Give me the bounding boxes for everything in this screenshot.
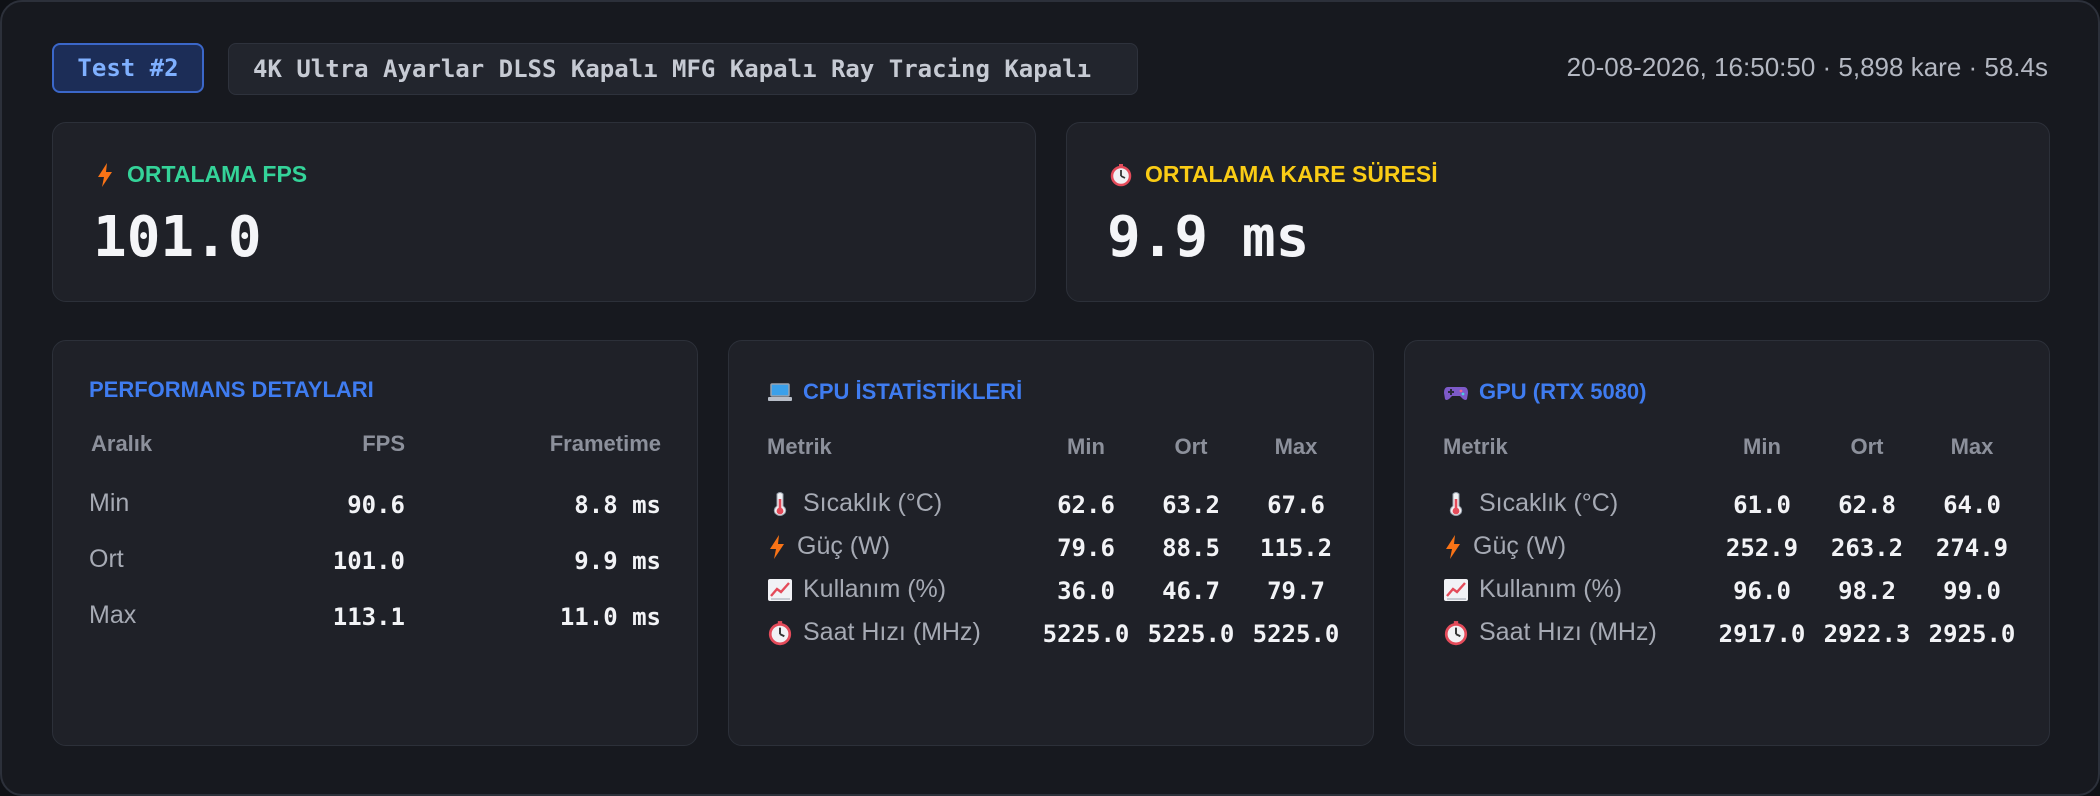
avg-fps-label: ORTALAMA FPS xyxy=(127,161,308,187)
gpu-col-metric: Metrik xyxy=(1443,434,1508,459)
avg-frametime-value: 9.9 ms xyxy=(1107,205,1310,270)
gpu-row-0-avg: 62.8 xyxy=(1838,491,1896,519)
cpu-row-2-min: 36.0 xyxy=(1057,577,1115,605)
gpu-row-2-min: 96.0 xyxy=(1733,577,1791,605)
avg-fps-header: ORTALAMA FPS xyxy=(95,161,307,188)
perf-row-avg-fps: 101.0 xyxy=(332,547,405,575)
gamepad-icon xyxy=(1444,387,1468,400)
gpu-row-0-metric: Sıcaklık (°C) xyxy=(1479,489,1619,517)
cpu-title-row: CPU İSTATİSTİKLERİ xyxy=(767,379,1022,405)
gpu-row-2-max: 99.0 xyxy=(1943,577,2001,605)
avg-frametime-card: ORTALAMA KARE SÜRESİ 9.9 ms xyxy=(1066,122,2050,302)
settings-text: 4K Ultra Ayarlar DLSS Kapalı MFG Kapalı … xyxy=(253,55,1092,83)
chart-up-icon xyxy=(1443,577,1469,603)
cpu-col-max: Max xyxy=(1274,434,1318,459)
avg-fps-value: 101.0 xyxy=(93,205,262,270)
cpu-panel: CPU İSTATİSTİKLERİ Metrik Min Ort Max Sı… xyxy=(728,340,1374,746)
cpu-row-2-max: 79.7 xyxy=(1267,577,1325,605)
chart-up-icon xyxy=(767,577,793,603)
thermometer-icon xyxy=(1443,491,1469,517)
gpu-row-0-min: 61.0 xyxy=(1733,491,1791,519)
cpu-title: CPU İSTATİSTİKLERİ xyxy=(803,379,1023,404)
gpu-row-2-avg: 98.2 xyxy=(1838,577,1896,605)
gpu-row-2-metric: Kullanım (%) xyxy=(1479,575,1623,603)
avg-frametime-header: ORTALAMA KARE SÜRESİ xyxy=(1109,161,1438,188)
gpu-row-3-max: 2925.0 xyxy=(1928,620,2016,648)
performance-title: PERFORMANS DETAYLARI xyxy=(89,377,374,402)
performance-panel: PERFORMANS DETAYLARI Aralık FPS Frametim… xyxy=(52,340,698,746)
cpu-col-metric: Metrik xyxy=(767,434,832,459)
test-badge: Test #2 xyxy=(52,43,204,93)
cpu-row-2-avg: 46.7 xyxy=(1162,577,1220,605)
gpu-col-avg: Ort xyxy=(1850,434,1884,459)
cpu-row-0-max: 67.6 xyxy=(1267,491,1325,519)
cpu-row-0-avg: 63.2 xyxy=(1162,491,1220,519)
settings-chip: 4K Ultra Ayarlar DLSS Kapalı MFG Kapalı … xyxy=(228,43,1138,95)
cpu-row-3-metric: Saat Hızı (MHz) xyxy=(803,618,981,646)
gpu-row-3-min: 2917.0 xyxy=(1718,620,1806,648)
perf-row-max-fps: 113.1 xyxy=(332,603,405,631)
gpu-row-0-label: Sıcaklık (°C) xyxy=(1443,489,1618,518)
cpu-row-2-label: Kullanım (%) xyxy=(767,575,946,604)
col-head-fps: FPS xyxy=(362,431,405,456)
lightning-icon xyxy=(767,534,787,560)
perf-row-min-fps: 90.6 xyxy=(347,491,405,519)
cpu-row-1-avg: 88.5 xyxy=(1162,534,1220,562)
stopwatch-icon xyxy=(1110,163,1132,186)
avg-frametime-label: ORTALAMA KARE SÜRESİ xyxy=(1145,161,1438,187)
gpu-title-row: GPU (RTX 5080) xyxy=(1443,379,1647,405)
stopwatch-icon xyxy=(767,620,793,646)
gpu-row-3-metric: Saat Hızı (MHz) xyxy=(1479,618,1657,646)
thermometer-icon xyxy=(767,491,793,517)
avg-fps-card: ORTALAMA FPS 101.0 xyxy=(52,122,1036,302)
lightning-icon xyxy=(98,162,112,187)
cpu-row-2-metric: Kullanım (%) xyxy=(803,575,947,603)
gpu-row-0-max: 64.0 xyxy=(1943,491,2001,519)
cpu-row-1-label: Güç (W) xyxy=(767,532,890,561)
cpu-row-1-min: 79.6 xyxy=(1057,534,1115,562)
perf-row-max-frametime: 11.0 ms xyxy=(559,603,661,631)
cpu-col-min: Min xyxy=(1067,434,1105,459)
test-meta: 20-08-2026, 16:50:50 · 5,898 kare · 58.4… xyxy=(1566,52,2048,82)
cpu-row-0-label: Sıcaklık (°C) xyxy=(767,489,942,518)
gpu-row-1-min: 252.9 xyxy=(1725,534,1799,562)
gpu-col-max: Max xyxy=(1950,434,1994,459)
gpu-row-1-metric: Güç (W) xyxy=(1473,532,1567,560)
gpu-row-1-label: Güç (W) xyxy=(1443,532,1566,561)
perf-row-min-frametime: 8.8 ms xyxy=(574,491,661,519)
stopwatch-icon xyxy=(1443,620,1469,646)
gpu-row-1-max: 274.9 xyxy=(1935,534,2009,562)
cpu-row-3-max: 5225.0 xyxy=(1252,620,1340,648)
laptop-icon xyxy=(768,383,792,401)
cpu-row-0-metric: Sıcaklık (°C) xyxy=(803,489,943,517)
col-head-range: Aralık xyxy=(91,431,153,456)
test-badge-label: Test #2 xyxy=(77,54,179,82)
cpu-row-3-min: 5225.0 xyxy=(1042,620,1130,648)
cpu-col-avg: Ort xyxy=(1174,434,1208,459)
gpu-row-2-label: Kullanım (%) xyxy=(1443,575,1622,604)
perf-row-avg-frametime: 9.9 ms xyxy=(574,547,661,575)
perf-row-min-label: Min xyxy=(89,489,130,517)
gpu-col-min: Min xyxy=(1743,434,1781,459)
gpu-row-1-avg: 263.2 xyxy=(1830,534,1904,562)
cpu-row-3-label: Saat Hızı (MHz) xyxy=(767,618,981,647)
gpu-row-3-label: Saat Hızı (MHz) xyxy=(1443,618,1657,647)
perf-row-avg-label: Ort xyxy=(89,545,124,573)
gpu-title: GPU (RTX 5080) xyxy=(1479,379,1647,404)
gpu-row-3-avg: 2922.3 xyxy=(1823,620,1911,648)
cpu-row-3-avg: 5225.0 xyxy=(1147,620,1235,648)
cpu-row-1-max: 115.2 xyxy=(1259,534,1333,562)
gpu-panel: GPU (RTX 5080) Metrik Min Ort Max Sıcakl… xyxy=(1404,340,2050,746)
col-head-frametime: Frametime xyxy=(549,431,661,456)
cpu-row-0-min: 62.6 xyxy=(1057,491,1115,519)
cpu-row-1-metric: Güç (W) xyxy=(797,532,891,560)
lightning-icon xyxy=(1443,534,1463,560)
perf-row-max-label: Max xyxy=(89,601,137,629)
